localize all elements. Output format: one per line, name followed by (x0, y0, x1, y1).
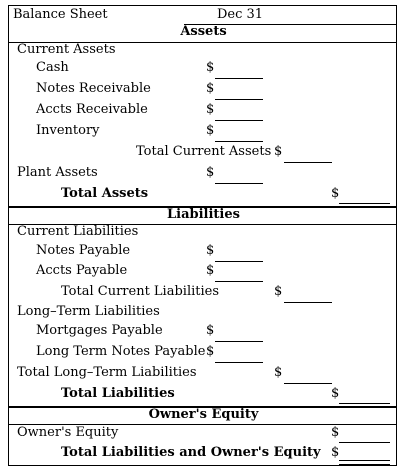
dollar-sign: $ (206, 123, 215, 138)
total-liabilities-label: Total Liabilities (61, 386, 175, 401)
inventory-label: Inventory (36, 123, 100, 138)
dollar-sign: $ (331, 186, 340, 201)
accts-payable-label: Accts Payable (36, 263, 128, 278)
liabilities-top-rule (9, 206, 397, 208)
total-long-term-liabilities-blank[interactable] (284, 383, 332, 384)
liabilities-heading: Liabilities (167, 207, 240, 222)
total-assets-label: Total Assets (61, 186, 149, 201)
dollar-sign: $ (206, 81, 215, 96)
long-term-notes-payable-label: Long Term Notes Payable (36, 344, 206, 359)
current-liabilities-label: Current Liabilities (17, 224, 139, 239)
dollar-sign: $ (206, 102, 215, 117)
total-liabilities-blank[interactable] (339, 403, 390, 404)
dollar-sign: $ (274, 365, 283, 380)
mortgages-payable-blank[interactable] (215, 341, 263, 342)
dollar-sign: $ (206, 60, 215, 75)
current-assets-label: Current Assets (17, 42, 116, 57)
dollar-sign: $ (206, 165, 215, 180)
accts-receivable-label: Accts Receivable (36, 102, 148, 117)
liabilities-heading-rule (9, 224, 397, 225)
dollar-sign: $ (331, 445, 340, 460)
total-assets-blank[interactable] (339, 203, 390, 204)
inventory-blank[interactable] (215, 141, 263, 142)
dollar-sign: $ (331, 425, 340, 440)
owners-equity-blank[interactable] (339, 442, 390, 443)
sheet-date: Dec 31 (217, 7, 264, 22)
assets-heading-rule (9, 42, 397, 43)
cash-label: Cash (36, 60, 69, 75)
accts-receivable-blank[interactable] (215, 120, 263, 121)
accts-payable-blank[interactable] (215, 281, 263, 282)
equity-heading-rule (9, 424, 397, 425)
total-liabilities-and-equity-blank[interactable] (339, 460, 390, 465)
dollar-sign: $ (331, 386, 340, 401)
notes-payable-label: Notes Payable (36, 243, 131, 258)
dollar-sign: $ (206, 243, 215, 258)
total-liabilities-and-equity-label: Total Liabilities and Owner's Equity (61, 445, 321, 460)
total-current-assets-label: Total Current Assets (136, 144, 272, 159)
long-term-notes-payable-blank[interactable] (215, 362, 263, 363)
equity-top-rule (9, 406, 397, 408)
total-current-assets-blank[interactable] (284, 162, 332, 163)
owners-equity-label: Owner's Equity (17, 425, 119, 440)
cash-blank[interactable] (215, 78, 263, 79)
dollar-sign: $ (274, 144, 283, 159)
total-current-liabilities-label: Total Current Liabilities (61, 284, 220, 299)
sheet-title: Balance Sheet (13, 7, 108, 22)
dollar-sign: $ (206, 323, 215, 338)
header-rule (184, 24, 397, 25)
total-long-term-liabilities-label: Total Long–Term Liabilities (17, 365, 197, 380)
equity-heading: Owner's Equity (148, 407, 259, 422)
plant-assets-blank[interactable] (215, 183, 263, 184)
dollar-sign: $ (274, 284, 283, 299)
mortgages-payable-label: Mortgages Payable (36, 323, 163, 338)
dollar-sign: $ (206, 344, 215, 359)
notes-receivable-label: Notes Receivable (36, 81, 151, 96)
notes-receivable-blank[interactable] (215, 99, 263, 100)
long-term-liabilities-label: Long–Term Liabilities (17, 304, 160, 319)
balance-sheet-form: Balance Sheet Dec 31 Assets Current Asse… (8, 5, 397, 466)
assets-heading: Assets (180, 24, 227, 39)
plant-assets-label: Plant Assets (17, 165, 98, 180)
dollar-sign: $ (206, 263, 215, 278)
notes-payable-blank[interactable] (215, 261, 263, 262)
total-current-liabilities-blank[interactable] (284, 302, 332, 303)
